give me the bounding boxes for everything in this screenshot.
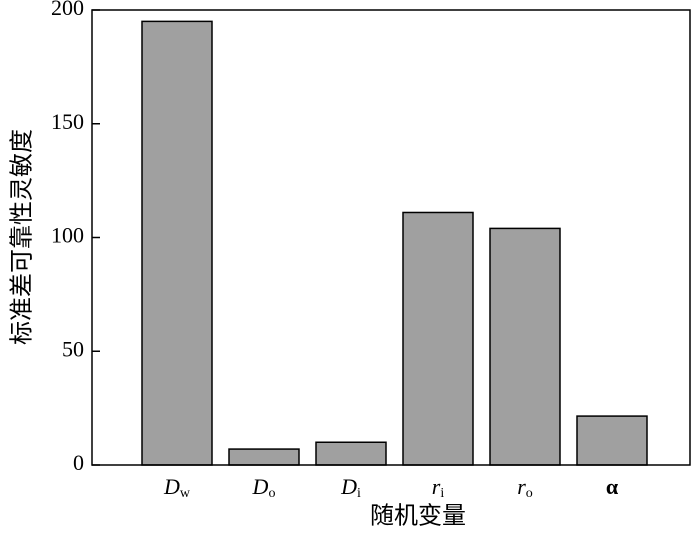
y-tick-label: 0 — [73, 450, 84, 475]
bar — [228, 448, 300, 466]
x-tick-label: Dw — [163, 474, 191, 501]
x-tick-label: Di — [340, 474, 361, 501]
bar — [141, 20, 213, 466]
x-axis-label: 随机变量 — [370, 503, 466, 530]
bar — [489, 227, 561, 466]
bar — [402, 211, 474, 466]
x-tick-label: ri — [432, 474, 445, 501]
plot-frame — [91, 9, 691, 466]
x-tick-label: ro — [517, 474, 533, 501]
y-axis-label: 标准差可靠性灵敏度 — [9, 129, 36, 345]
y-tick-label: 200 — [51, 0, 84, 20]
y-tick-label: 50 — [62, 336, 84, 361]
bar — [315, 441, 387, 466]
x-tick-label: α — [606, 474, 619, 499]
y-tick-label: 100 — [51, 223, 84, 248]
y-tick-label: 150 — [51, 109, 84, 134]
x-tick-label: Do — [252, 474, 276, 501]
bar — [576, 415, 648, 466]
